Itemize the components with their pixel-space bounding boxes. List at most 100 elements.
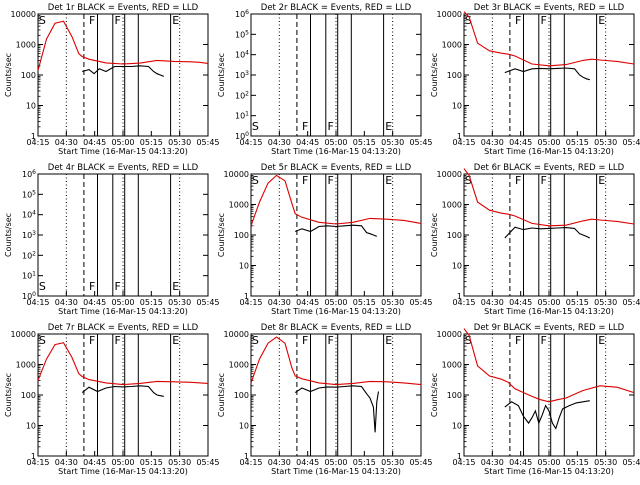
y-axis-title: Counts/sec xyxy=(430,53,439,97)
y-tick-label: 1 xyxy=(457,132,462,141)
flag-f-label: F xyxy=(515,334,521,347)
x-tick-label: 04:45 xyxy=(296,298,319,307)
flag-start-label: S xyxy=(252,174,259,187)
x-axis-title: Start Time (16-Mar-15 04:13:20) xyxy=(58,307,188,316)
x-tick-label: 04:45 xyxy=(296,138,319,147)
flag-start-label: S xyxy=(252,334,259,347)
x-tick-label: 04:30 xyxy=(481,138,504,147)
x-tick-label: 05:30 xyxy=(168,458,191,467)
y-tick-label: 10000 xyxy=(224,170,249,179)
panel-title: Det 9r BLACK = Events, RED = LLD xyxy=(474,323,625,333)
y-tick-label: 106 xyxy=(22,169,36,179)
x-tick-label: 04:15 xyxy=(239,138,262,147)
detector-panel-2: Det 2r BLACK = Events, RED = LLD 100 101 10… xyxy=(217,3,433,156)
y-tick-label: 1000 xyxy=(229,361,249,370)
y-tick-label: 10000 xyxy=(11,330,36,339)
y-tick-label: 100 xyxy=(235,131,249,141)
x-tick-label: 04:45 xyxy=(83,298,106,307)
flag-f-label: F xyxy=(302,174,308,187)
y-tick-label: 101 xyxy=(22,271,36,281)
x-tick-label: 05:45 xyxy=(622,298,640,307)
x-tick-label: 05:45 xyxy=(409,138,432,147)
x-tick-label: 04:15 xyxy=(26,138,49,147)
flag-end-label: E xyxy=(385,334,392,347)
y-tick-label: 103 xyxy=(22,230,36,240)
flag-start-label: S xyxy=(39,280,46,293)
flag-f-label: F xyxy=(328,120,334,133)
y-tick-label: 10000 xyxy=(224,330,249,339)
y-tick-label: 100 xyxy=(21,71,36,80)
y-tick-label: 10 xyxy=(239,262,249,271)
x-tick-label: 05:30 xyxy=(381,458,404,467)
flag-end-label: E xyxy=(172,14,179,27)
x-tick-label: 04:45 xyxy=(509,138,532,147)
x-tick-label: 05:00 xyxy=(324,298,347,307)
x-tick-label: 05:45 xyxy=(409,458,432,467)
flag-f-label: F xyxy=(541,174,547,187)
y-tick-label: 104 xyxy=(235,50,249,60)
y-tick-label: 100 xyxy=(447,231,462,240)
y-axis-title: Counts/sec xyxy=(4,53,13,97)
flag-f-label: F xyxy=(302,334,308,347)
x-tick-label: 05:45 xyxy=(196,458,219,467)
flag-start-label: S xyxy=(39,334,46,347)
flag-end-label: E xyxy=(598,174,605,187)
x-tick-label: 05:45 xyxy=(622,138,640,147)
flag-end-label: E xyxy=(385,174,392,187)
y-tick-label: 1 xyxy=(457,292,462,301)
y-tick-label: 10000 xyxy=(11,10,36,19)
y-axis-title: Counts/sec xyxy=(4,373,13,417)
lld-series-line xyxy=(463,11,635,67)
flag-f-label: F xyxy=(115,280,121,293)
x-tick-label: 05:45 xyxy=(196,138,219,147)
x-tick-label: 05:00 xyxy=(111,138,134,147)
x-tick-label: 05:30 xyxy=(381,298,404,307)
detector-panel-5: Det 5r BLACK = Events, RED = LLD 1 10 100 10… xyxy=(217,163,433,316)
events-series-line xyxy=(82,65,165,77)
flag-end-label: E xyxy=(385,120,392,133)
panel-title: Det 3r BLACK = Events, RED = LLD xyxy=(474,3,625,13)
y-tick-label: 100 xyxy=(22,291,36,301)
y-tick-label: 10 xyxy=(26,102,36,111)
flag-f-label: F xyxy=(115,334,121,347)
x-tick-label: 04:15 xyxy=(26,298,49,307)
x-tick-label: 05:00 xyxy=(111,298,134,307)
flag-f-label: F xyxy=(515,174,521,187)
panel-title: Det 8r BLACK = Events, RED = LLD xyxy=(261,323,412,333)
x-tick-label: 05:45 xyxy=(196,298,219,307)
x-tick-label: 05:15 xyxy=(140,298,163,307)
y-tick-label: 1 xyxy=(31,132,36,141)
flag-start-label: S xyxy=(465,174,472,187)
events-series-line xyxy=(81,385,164,397)
y-tick-label: 100 xyxy=(234,231,249,240)
x-tick-label: 04:30 xyxy=(481,458,504,467)
lld-series-line xyxy=(250,336,422,386)
x-tick-label: 04:30 xyxy=(268,298,291,307)
x-tick-label: 04:30 xyxy=(481,298,504,307)
y-tick-label: 102 xyxy=(235,90,249,100)
x-tick-label: 04:45 xyxy=(296,458,319,467)
y-tick-label: 10 xyxy=(239,422,249,431)
y-tick-label: 1000 xyxy=(442,41,462,50)
detector-panel-3: Det 3r BLACK = Events, RED = LLD 1 10 100 10… xyxy=(430,3,640,156)
x-axis-title: Start Time (16-Mar-15 04:13:20) xyxy=(484,147,614,156)
x-tick-label: 04:45 xyxy=(83,458,106,467)
x-tick-label: 04:45 xyxy=(83,138,106,147)
x-tick-label: 04:30 xyxy=(55,298,78,307)
y-tick-label: 105 xyxy=(235,29,249,39)
x-tick-label: 04:30 xyxy=(268,138,291,147)
panel-title: Det 5r BLACK = Events, RED = LLD xyxy=(261,163,412,173)
x-tick-label: 04:15 xyxy=(239,458,262,467)
lld-series-line xyxy=(463,328,635,403)
y-tick-label: 102 xyxy=(22,250,36,260)
x-tick-label: 05:30 xyxy=(594,458,617,467)
y-tick-label: 1000 xyxy=(229,201,249,210)
detector-panel-9: Det 9r BLACK = Events, RED = LLD 1 10 100 10… xyxy=(430,323,640,476)
events-series-line xyxy=(504,400,590,430)
x-tick-label: 05:15 xyxy=(140,458,163,467)
y-tick-label: 106 xyxy=(235,9,249,19)
flag-start-label: S xyxy=(252,120,259,133)
y-tick-label: 100 xyxy=(447,71,462,80)
x-tick-label: 05:30 xyxy=(168,298,191,307)
